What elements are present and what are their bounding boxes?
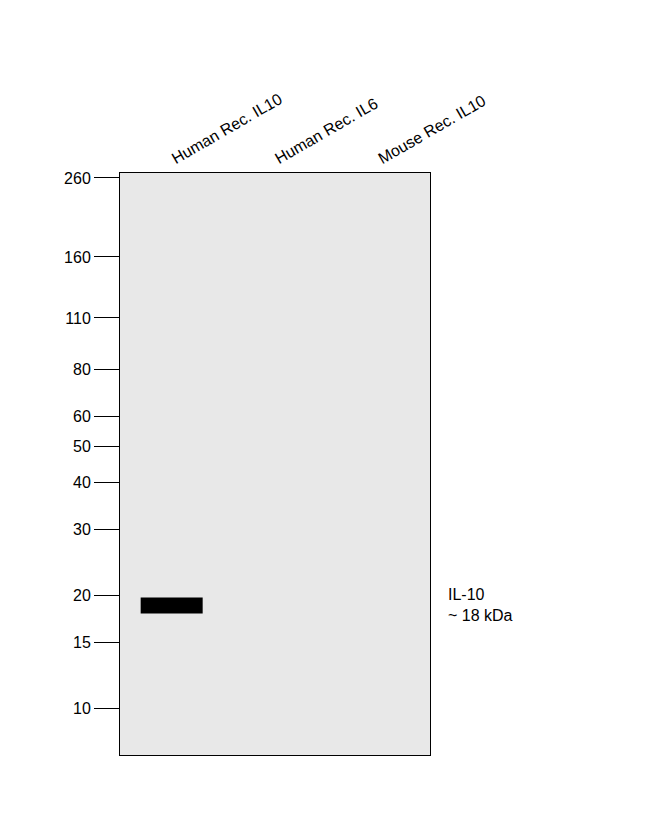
svg-text:50: 50 (73, 438, 91, 455)
svg-text:110: 110 (65, 310, 91, 327)
svg-text:30: 30 (73, 521, 91, 538)
svg-text:15: 15 (73, 634, 91, 651)
svg-text:Human Rec. IL10: Human Rec. IL10 (169, 90, 285, 167)
svg-text:160: 160 (64, 249, 91, 266)
svg-text:20: 20 (73, 587, 91, 604)
svg-text:40: 40 (73, 474, 91, 491)
svg-text:80: 80 (73, 361, 91, 378)
svg-text:10: 10 (73, 700, 91, 717)
svg-text:Mouse Rec. IL10: Mouse Rec. IL10 (375, 92, 488, 167)
svg-text:Human Rec. IL6: Human Rec. IL6 (272, 95, 381, 168)
svg-text:IL-10~ 18 kDa: IL-10~ 18 kDa (448, 586, 513, 624)
svg-text:260: 260 (64, 170, 91, 187)
svg-text:60: 60 (73, 408, 91, 425)
